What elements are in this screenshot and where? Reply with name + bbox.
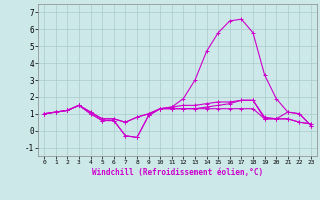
X-axis label: Windchill (Refroidissement éolien,°C): Windchill (Refroidissement éolien,°C) xyxy=(92,168,263,177)
